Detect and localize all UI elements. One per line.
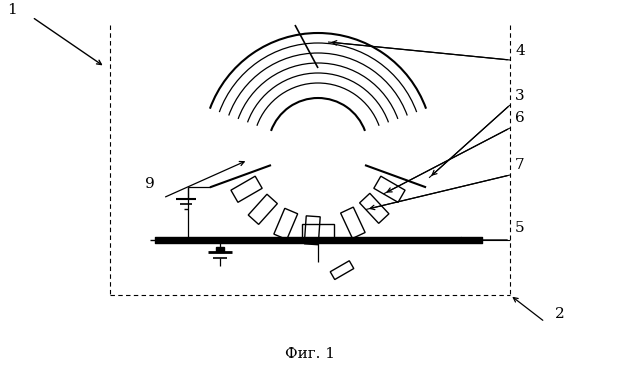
Text: 2: 2 <box>555 307 564 321</box>
Text: Фиг. 1: Фиг. 1 <box>285 347 335 361</box>
Text: 9: 9 <box>145 177 155 191</box>
Text: 4: 4 <box>515 44 525 58</box>
Text: 3: 3 <box>515 89 525 103</box>
Text: 1: 1 <box>7 3 17 17</box>
Text: 6: 6 <box>515 111 525 125</box>
Bar <box>216 247 224 252</box>
Text: 7: 7 <box>515 158 525 172</box>
Text: 5: 5 <box>515 221 525 235</box>
